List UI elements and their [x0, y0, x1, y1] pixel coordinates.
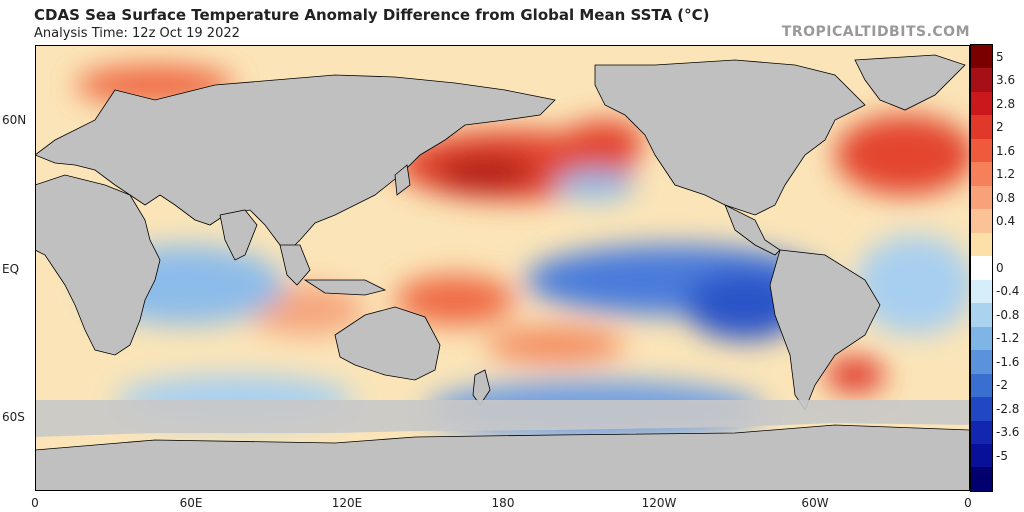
map-border [35, 45, 970, 491]
colorbar-swatch [971, 115, 992, 139]
greenland [854, 54, 966, 111]
colorbar-label: 1.2 [996, 167, 1016, 182]
central-america [724, 204, 781, 256]
north-america [594, 59, 866, 216]
australia [334, 306, 441, 381]
colorbar-label: -1.2 [996, 331, 1020, 346]
colorbar-label: -0.8 [996, 307, 1020, 322]
colorbar-label: -1.6 [996, 354, 1020, 369]
sst-anomaly-map [35, 45, 970, 491]
lat-label-60s: 60S [2, 410, 25, 424]
colorbar-swatch [971, 45, 992, 69]
colorbar-label: 2.8 [996, 96, 1016, 111]
colorbar-swatch [971, 420, 992, 444]
colorbar-label: 3.6 [996, 73, 1016, 88]
colorbar-label: 0.4 [996, 214, 1016, 229]
colorbar-swatch [971, 279, 992, 304]
colorbar-swatch [971, 303, 992, 327]
colorbar-swatch [971, 397, 992, 421]
lon-label-120e: 120E [331, 496, 363, 510]
colorbar-swatch [971, 68, 992, 92]
colorbar-swatch [971, 209, 992, 233]
lon-label-0-left: 0 [31, 496, 39, 510]
eurasia [35, 74, 556, 251]
south-america [769, 249, 881, 411]
colorbar-label: 1.6 [996, 143, 1016, 158]
colorbar-swatch [971, 350, 992, 374]
sea-ice-south [35, 400, 970, 437]
lon-label-180: 180 [491, 496, 515, 510]
colorbar-label: -3.6 [996, 425, 1020, 440]
india [219, 209, 258, 261]
land [35, 54, 970, 491]
japan [394, 164, 411, 196]
colorbar-swatch [971, 373, 992, 398]
lat-label-60n: 60N [2, 113, 27, 127]
colorbar-label: 0.8 [996, 190, 1016, 205]
colorbar-label: -2 [996, 378, 1008, 393]
lon-label-120w: 120W [641, 496, 677, 510]
lon-label-60w: 60W [801, 496, 829, 510]
lon-label-60e: 60E [179, 496, 203, 510]
colorbar [970, 44, 993, 492]
colorbar-label: 5 [996, 49, 1004, 64]
colorbar-swatch [971, 232, 992, 257]
colorbar-label: -5 [996, 448, 1008, 463]
lon-label-0-right: 0 [964, 496, 972, 510]
lat-label-eq: EQ [2, 262, 20, 276]
watermark: TROPICALTIDBITS.COM [781, 24, 970, 40]
indonesia [303, 279, 387, 296]
colorbar-swatch [971, 326, 992, 351]
colorbar-swatch [971, 91, 992, 116]
colorbar-swatch [971, 443, 992, 468]
antarctica [35, 424, 970, 491]
analysis-time: Analysis Time: 12z Oct 19 2022 [34, 26, 240, 41]
colorbar-swatch [971, 162, 992, 186]
new-zealand [472, 369, 491, 406]
chart-title: CDAS Sea Surface Temperature Anomaly Dif… [34, 6, 710, 24]
colorbar-swatch [971, 467, 992, 491]
colorbar-swatch [971, 185, 992, 210]
colorbar-label: 2 [996, 120, 1004, 135]
colorbar-label: 0 [996, 261, 1004, 275]
se-asia [279, 244, 311, 286]
colorbar-swatch [971, 138, 992, 163]
colorbar-label: -0.4 [996, 284, 1020, 299]
colorbar-label: -2.8 [996, 401, 1020, 416]
africa [35, 174, 161, 356]
colorbar-swatch [971, 256, 992, 280]
